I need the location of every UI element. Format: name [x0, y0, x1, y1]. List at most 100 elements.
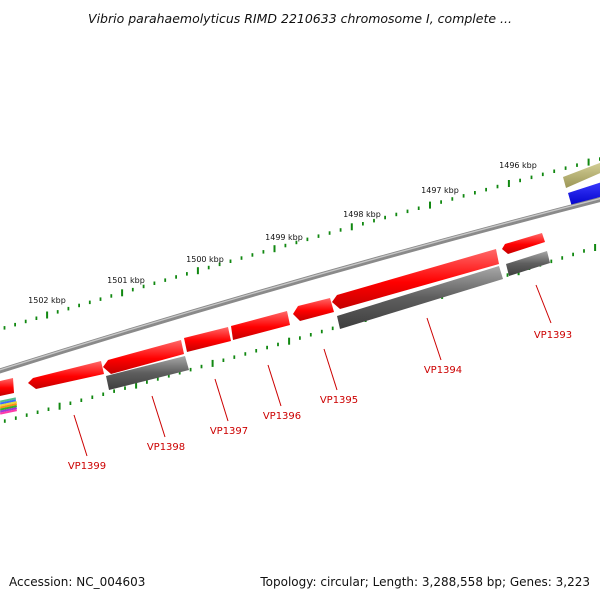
topology-text: Topology: circular; Length: 3,288,558 bp… [259, 575, 590, 589]
inner-ring-major-tick [58, 402, 61, 410]
outer-ring-major-tick [46, 311, 49, 319]
inner-ring-minor-tick [102, 392, 105, 396]
inner-ring-minor-tick [233, 355, 236, 359]
outer-ring-minor-tick [474, 191, 476, 195]
inner-ring-minor-tick [561, 256, 564, 260]
stack-band-green [0, 405, 18, 411]
cds-bar-vp1394[interactable] [337, 266, 503, 329]
cds-bar-vp1393[interactable] [506, 251, 550, 276]
leader-line-vp1396 [267, 364, 282, 407]
stack-band-purple [0, 407, 18, 413]
inner-ring-minor-tick [36, 410, 39, 414]
gene-arrow-vp1393[interactable] [502, 233, 545, 254]
outer-ring-minor-tick [406, 209, 409, 214]
outer-ring-minor-tick [35, 316, 38, 320]
gene-label-vp1393[interactable]: VP1393 [534, 330, 572, 341]
outer-ring-major-tick [507, 180, 510, 187]
gene-arrow-vp1396[interactable] [231, 311, 290, 340]
outer-ring-major-tick [429, 201, 431, 209]
inner-ring-major-tick [288, 337, 291, 345]
inner-ring-minor-tick [200, 364, 203, 369]
inner-ring-minor-tick [309, 333, 312, 337]
outer-ring-minor-tick [88, 300, 91, 305]
inner-ring-major-tick [594, 244, 597, 251]
outer-ring-minor-tick [131, 287, 134, 292]
stack-band-yellow [0, 401, 18, 407]
outer-ring-minor-tick [451, 197, 454, 201]
outer-ring-minor-tick [395, 212, 398, 217]
inner-ring-minor-tick [146, 380, 148, 384]
inner-ring-minor-tick [299, 336, 301, 340]
inner-ring-minor-tick [255, 349, 258, 353]
outer-ring-minor-tick [3, 326, 6, 330]
outer-ring-major-tick [121, 289, 124, 297]
kbp-label-1502: 1502 kbp [28, 296, 66, 305]
inner-ring-minor-tick [91, 395, 94, 399]
gene-arrow-vp1397[interactable] [184, 327, 231, 352]
outer-ring-minor-tick [328, 231, 331, 235]
outer-ring-minor-tick [530, 175, 533, 180]
blue-feature[interactable] [568, 181, 600, 207]
inner-ring-minor-tick [572, 252, 574, 257]
kbp-label-1499: 1499 kbp [265, 233, 303, 242]
outer-ring-minor-tick [14, 322, 16, 327]
inner-ring-minor-tick [178, 371, 181, 375]
kbp-label-1497: 1497 kbp [421, 186, 459, 195]
inner-ring-minor-tick [25, 413, 28, 417]
outer-ring-minor-tick [262, 250, 265, 254]
outer-ring-minor-tick [24, 319, 27, 324]
outer-ring-minor-tick [306, 237, 309, 242]
inner-ring-minor-tick [113, 389, 115, 393]
outer-ring-minor-tick [186, 272, 188, 276]
outer-ring-major-tick [196, 267, 199, 275]
inner-ring-major-tick [211, 359, 214, 367]
outer-ring-minor-tick [175, 275, 177, 279]
gene-label-vp1396[interactable]: VP1396 [263, 411, 301, 422]
kbp-label-1501: 1501 kbp [107, 276, 145, 285]
gene-label-vp1397[interactable]: VP1397 [210, 426, 248, 437]
inner-ring-minor-tick [14, 416, 17, 420]
outer-ring-minor-tick [496, 184, 499, 189]
gene-label-vp1394[interactable]: VP1394 [424, 365, 462, 376]
accession-text: Accession: NC_004603 [9, 575, 145, 589]
gene-label-vp1399[interactable]: VP1399 [68, 461, 106, 472]
inner-ring-minor-tick [583, 249, 585, 253]
outer-ring-minor-tick [417, 206, 420, 210]
chromosome-backbone-highlight [0, 197, 600, 371]
inner-ring-minor-tick [550, 259, 553, 264]
inner-ring-minor-tick [320, 329, 323, 334]
outer-ring-minor-tick [99, 297, 102, 301]
left-red-feature[interactable] [0, 378, 14, 396]
gene-arrow-vp1398[interactable] [103, 340, 184, 374]
inner-ring-minor-tick [80, 398, 83, 402]
cds-bar-vp1398[interactable] [106, 356, 189, 390]
inner-ring-minor-tick [124, 386, 126, 390]
outer-ring-minor-tick [485, 187, 487, 192]
outer-ring-minor-tick [576, 163, 578, 167]
gene-label-vp1398[interactable]: VP1398 [147, 442, 185, 453]
kbp-labels: 1496 kbp 1497 kbp 1498 kbp 1499 kbp 1500… [28, 161, 537, 305]
olive-feature[interactable] [563, 161, 600, 188]
outer-ring-minor-tick [339, 228, 342, 232]
inner-ring-minor-tick [3, 419, 6, 423]
gene-arrow-vp1394[interactable] [332, 249, 499, 309]
outer-ring-minor-tick [541, 172, 544, 177]
leader-lines [73, 284, 552, 457]
inner-ring-major-tick [135, 381, 138, 389]
gene-track [28, 233, 545, 389]
gene-arrow-vp1399[interactable] [28, 361, 104, 389]
outer-ring-minor-tick [373, 218, 375, 223]
inner-ring-minor-tick [69, 401, 72, 405]
gene-label-vp1395[interactable]: VP1395 [320, 395, 358, 406]
gene-arrow-vp1395[interactable] [293, 298, 334, 321]
inner-ring-minor-tick [167, 374, 170, 378]
outer-ring-minor-tick [553, 169, 556, 173]
kbp-label-1500: 1500 kbp [186, 255, 224, 264]
left-feature-stack [0, 378, 18, 415]
inner-ring-minor-tick [331, 326, 334, 331]
outer-ring-minor-tick [110, 294, 113, 298]
outer-ring-minor-tick [142, 284, 145, 289]
inner-ring-minor-tick [277, 342, 279, 347]
outer-ring-minor-tick [56, 310, 59, 314]
